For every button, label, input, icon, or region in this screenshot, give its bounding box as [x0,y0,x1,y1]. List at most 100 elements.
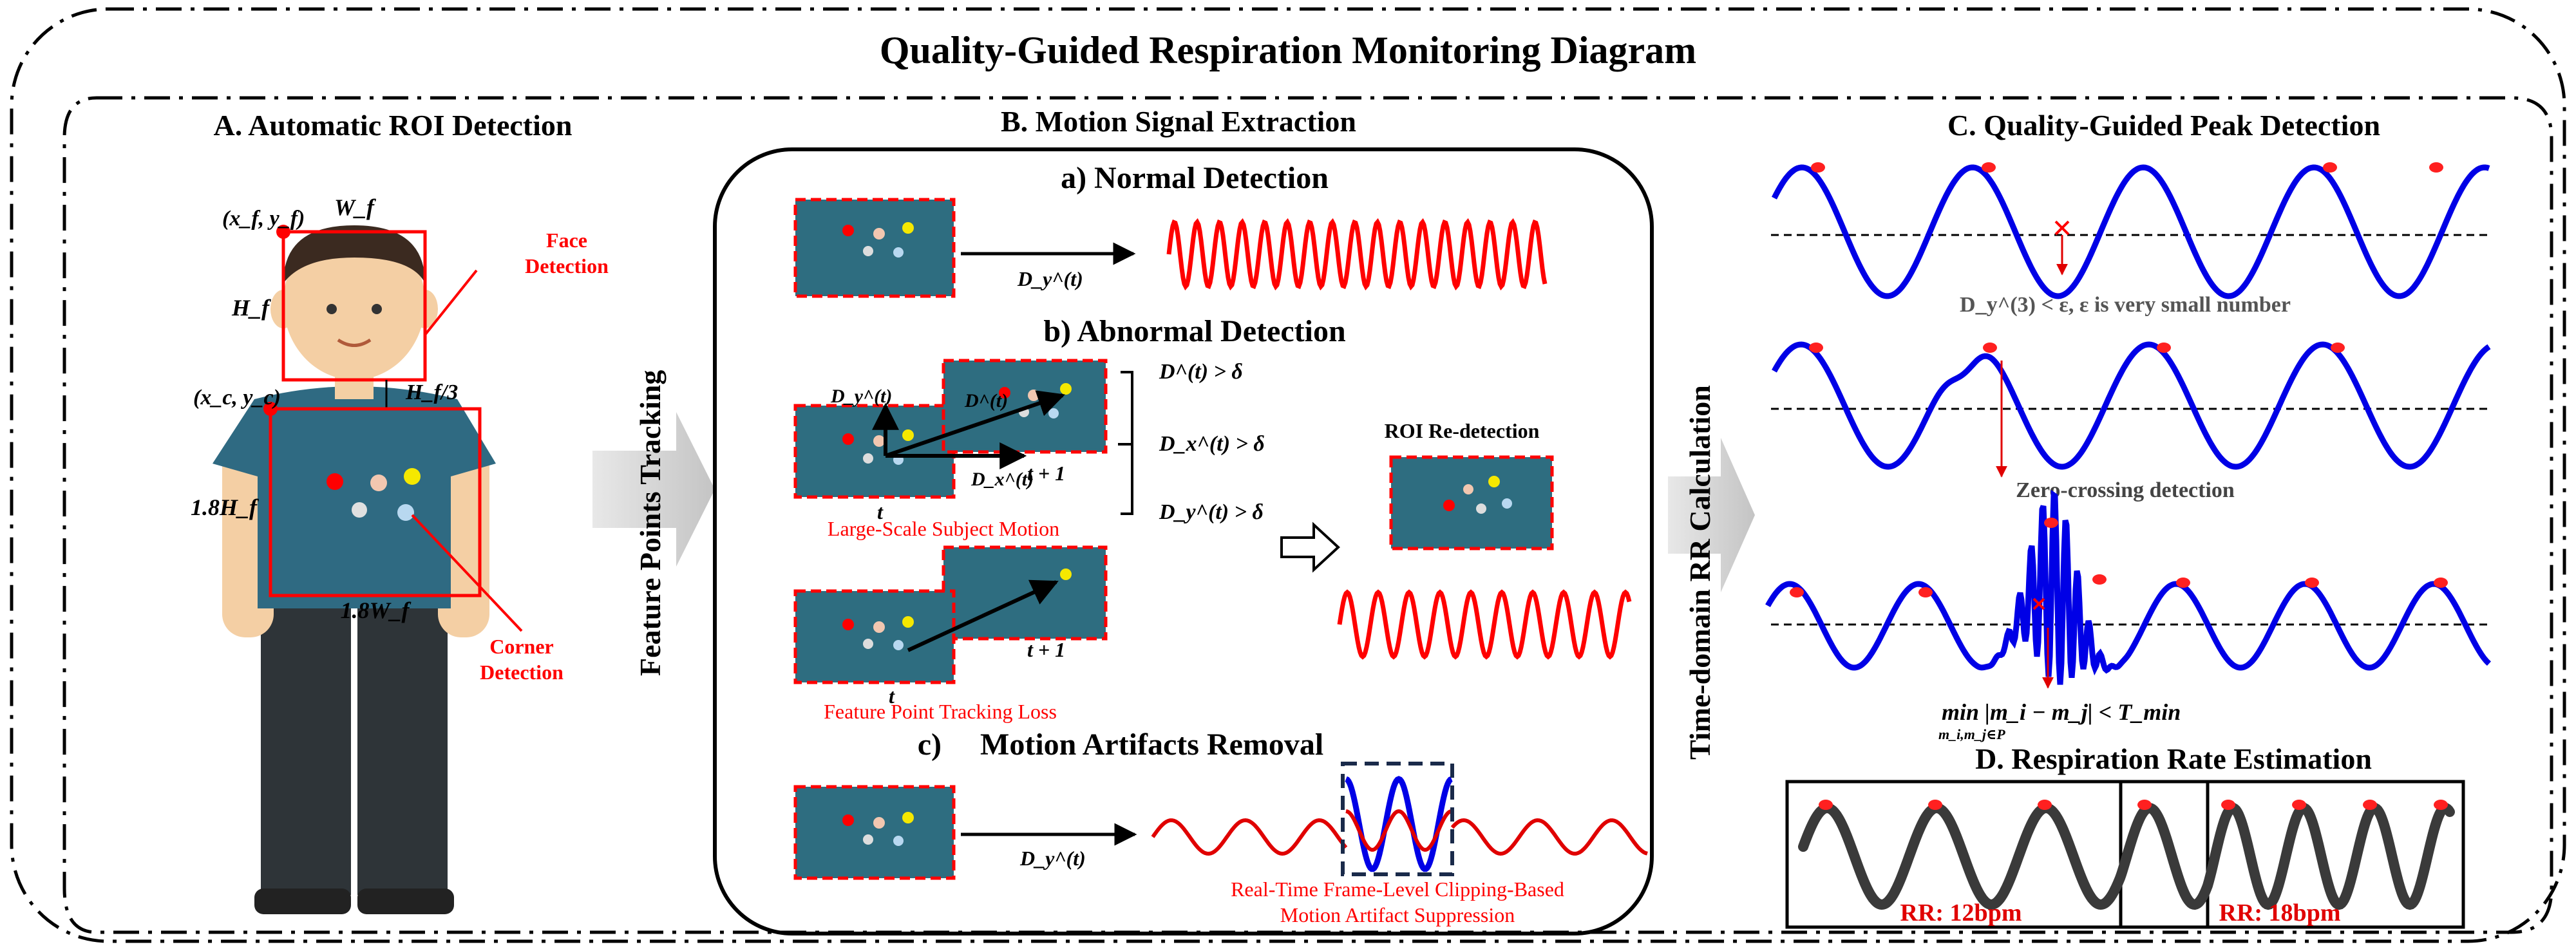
corner-dot-yellow [404,468,421,485]
inner-frame [62,96,2553,934]
condition-3: D_y^(t) > δ [1159,500,1264,524]
redetect-frame [1389,455,1554,550]
person-illustration [213,225,496,914]
hf3-label: H_f/3 [405,381,458,404]
peak-signal-1 [1771,164,2490,299]
peak-dot-2 [1983,343,1997,353]
condition-bracket [1118,371,1133,515]
peak-dot-1 [2429,162,2443,173]
loss-t1-label: t + 1 [1027,638,1065,661]
peak-dot-3 [2044,518,2058,528]
corner-detection-label-2: Detection [480,661,564,684]
face-connector-line [424,269,478,336]
abnormal-d-vector [885,390,1065,458]
panel-d-title: D. Respiration Rate Estimation [1975,742,2372,775]
peak-signal-2 [1772,341,2491,470]
corner-dot-peach [370,474,387,491]
loss-frame-t1 [942,545,1108,641]
rr-peak-dot-group [1819,800,2448,810]
eq3-subscript: m_i,m_j∈P [1938,726,2005,742]
rr-peak-dot [2434,800,2448,810]
panel-a-title: A. Automatic ROI Detection [213,109,572,142]
wf-label: W_f [334,194,376,220]
peak-dot-2 [1809,343,1823,353]
face-xy-label: (x_f, y_f) [222,207,305,230]
peak-signal-3 [1765,489,2492,685]
removal-clipped-wave [1345,809,1452,852]
missed-peak-marker-1 [2054,220,2070,236]
removal-signal-wave [1151,818,1648,856]
abnormal-t1-label: t + 1 [1027,462,1065,485]
rr-peak-dot [1928,800,1942,810]
peak-dot-3 [1918,587,1933,597]
removal-dy-label: D_y^(t) [1019,847,1086,870]
removal-frame [793,785,956,880]
peak-dot-1 [1982,162,1996,173]
condition-2: D_x^(t) > δ [1159,432,1265,456]
peak-dot-2-group [1809,343,2345,353]
clipping-label-1: Real-Time Frame-Level Clipping-Based [1231,878,1564,901]
face-detection-label-2: Detection [525,254,609,277]
chest-roi-box [269,407,482,597]
rr-peak-dot [2137,800,2152,810]
rr1-label: RR: 12bpm [1900,899,2022,926]
rr-peak-dot [2363,800,2377,810]
face-origin-dot [276,225,290,239]
peak-dot-3 [2176,578,2190,588]
panel-b-title: B. Motion Signal Extraction [1001,105,1356,138]
clipping-box [1341,762,1454,876]
tracking-arrow-label: Feature Points Tracking [634,370,667,676]
condition-1: D^(t) > δ [1159,360,1243,384]
peak-dot-2 [2331,343,2345,353]
clipping-label-2: Motion Artifact Suppression [1280,903,1515,926]
corner-connector-line [411,514,523,632]
abnormal-dy-axis-label: D_y^(t) [830,386,892,407]
corner-detection-label-1: Corner [489,635,554,658]
missed-peak-marker-3 [2032,597,2045,610]
abnormal-detection-heading: b) Abnormal Detection [1043,314,1345,348]
peak-dot-3 [2092,574,2107,585]
abnormal-frame-t [793,404,956,499]
panel-d-box [1785,780,2465,929]
w18-label: 1.8W_f [341,597,412,623]
removal-artifact-wave [1345,776,1453,872]
rr-peak-dot [1819,800,1833,810]
eq1-label: D_y^(3) < ε, ε is very small number [1960,293,2291,317]
normal-detection-heading: a) Normal Detection [1061,161,1329,195]
normal-frame [793,198,956,298]
panel-c-title: C. Quality-Guided Peak Detection [1947,109,2380,142]
roi-redetect-label: ROI Re-detection [1385,419,1540,442]
rr-arrow-label: Time-domain RR Calculation [1683,385,1716,760]
loss-vector [907,579,1059,652]
zero-cross-label: Zero-crossing detection [2016,478,2235,502]
peak-dot-3 [2434,578,2448,588]
abnormal-dx-axis-label: D_x^(t) [971,469,1034,490]
main-title: Quality-Guided Respiration Monitoring Di… [880,29,1696,71]
corner-dot-red [327,473,343,490]
chest-xy-label: (x_c, y_c) [193,386,281,409]
h18-label: 1.8H_f [191,494,259,520]
abnormal-d-vector-label: D^(t) [964,390,1008,411]
corner-dot-white [352,502,367,518]
redetect-arrow [1280,521,1340,573]
rr-peak-dot [2038,800,2052,810]
rr-peak-dot [2221,800,2235,810]
tracking-arrow [592,412,715,567]
peak-dot-3-group [1790,518,2448,597]
outer-frame [10,7,2566,943]
corner-dot-blue [397,504,414,521]
chest-origin-dot [263,402,278,416]
face-detection-label-1: Face [546,229,587,252]
rr2-label: RR: 18bpm [2219,899,2341,926]
peak-dot-3 [1790,587,1804,597]
peak-dot-2 [2157,343,2171,353]
hf-label: H_f [231,295,271,321]
removal-heading: c) Motion Artifacts Removal [918,728,1324,762]
normal-signal-wave [1166,218,1548,291]
rr-arrow [1668,438,1755,592]
tracking-loss-label: Feature Point Tracking Loss [824,700,1057,723]
peak-dot-1 [2323,162,2337,173]
peak-dot-1-group [1811,162,2443,173]
peak-dot-3 [2305,578,2319,588]
